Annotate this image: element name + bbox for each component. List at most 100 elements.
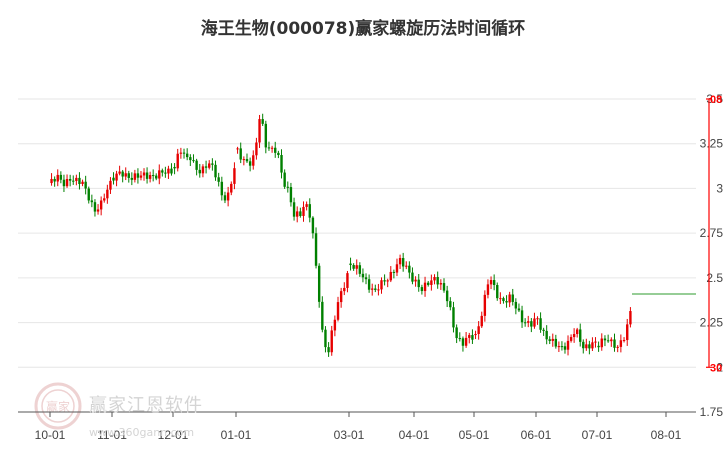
candle-body [286,186,289,188]
candle-body [330,330,333,353]
y-tick-label: 3.25 [700,137,724,151]
candle-body [408,265,411,273]
candle-body [267,147,271,149]
candle-body [208,163,211,168]
candle-body [511,294,514,302]
candle-body [527,321,530,323]
candle-body [616,346,619,348]
x-tick-label: 01-01 [221,428,252,442]
candle-body [233,168,236,184]
candle-body [145,172,149,179]
candle-body [314,233,318,266]
candle-body [236,148,239,150]
candle-body [554,338,558,347]
candle-body [242,159,246,161]
candle-body [560,346,564,348]
candle-body [433,277,436,281]
candle-body [477,326,480,334]
candle-body [569,337,573,341]
candle-body [536,318,539,320]
candle-body [142,172,146,176]
candle-body [56,174,59,182]
candle-body [461,338,465,346]
candle-body [619,340,623,347]
cycle-marker-label: 30 [710,362,722,374]
candle-body [336,302,340,320]
candle-body [585,344,588,349]
candle-body [99,200,103,210]
candle-body [255,142,258,156]
candle-body [352,265,355,269]
candle-body [606,340,610,342]
candle-body [383,280,386,282]
candle-body [349,263,352,266]
candle-body [223,195,227,201]
candle-body [261,119,264,124]
candle-body [176,153,179,169]
candle-body [405,265,408,267]
x-tick-label: 11-01 [97,428,127,442]
candle-body [455,327,458,339]
candle-body [130,177,134,180]
candle-body [414,279,417,282]
candle-body [59,174,63,180]
candle-body [264,123,268,148]
candle-body [551,338,554,341]
candle-body [588,344,591,349]
candle-body [468,335,471,338]
candle-body [226,192,230,201]
x-tick-label: 03-01 [334,428,365,442]
candle-body [121,171,124,177]
candle-body [343,287,346,292]
candle-body [75,177,78,181]
candle-body [299,211,302,216]
grid-lines [18,98,696,413]
x-tick-label: 07-01 [582,428,613,442]
candle-body [371,288,374,290]
candle-body [533,318,536,327]
candle-body [626,324,629,341]
candle-body [557,346,561,348]
candle-body [377,289,380,291]
cycle-marker-label: 08 [710,94,722,106]
candle-body [439,283,443,285]
candle-body [358,265,362,274]
watermark-url: www.360gann.com [89,426,195,439]
candle-body [198,169,201,174]
candle-body [346,273,349,288]
candle-body [189,157,192,161]
candle-body [395,264,399,273]
candle-body [430,280,433,285]
candle-body [392,271,396,273]
candle-body [445,290,449,302]
candle-body [374,288,377,290]
candle-body [274,147,277,153]
candle-body [182,152,186,154]
candle-body [170,168,173,174]
candle-body [239,148,242,160]
candle-body [496,284,499,299]
candle-body [90,200,94,203]
candle-body [474,333,477,336]
candles [50,113,632,357]
y-tick-label: 3.5 [706,92,723,106]
candle-body [179,152,183,154]
candle-body [523,322,527,324]
candle-body [283,172,286,187]
candle-body [167,168,170,174]
candle-body [545,330,548,340]
candle-body [84,181,87,189]
candle-body [136,173,140,178]
candle-body [109,180,112,190]
y-tick-label: 2 [716,360,723,374]
candle-body [161,170,164,173]
candle-body [423,282,427,292]
y-tick-label: 1.75 [700,405,724,419]
candle-body [308,204,311,218]
candle-body [508,294,511,303]
candle-body [539,318,542,330]
candle-body [292,202,296,217]
candle-body [548,339,551,341]
candle-body [327,347,330,353]
candle-body [311,217,315,234]
